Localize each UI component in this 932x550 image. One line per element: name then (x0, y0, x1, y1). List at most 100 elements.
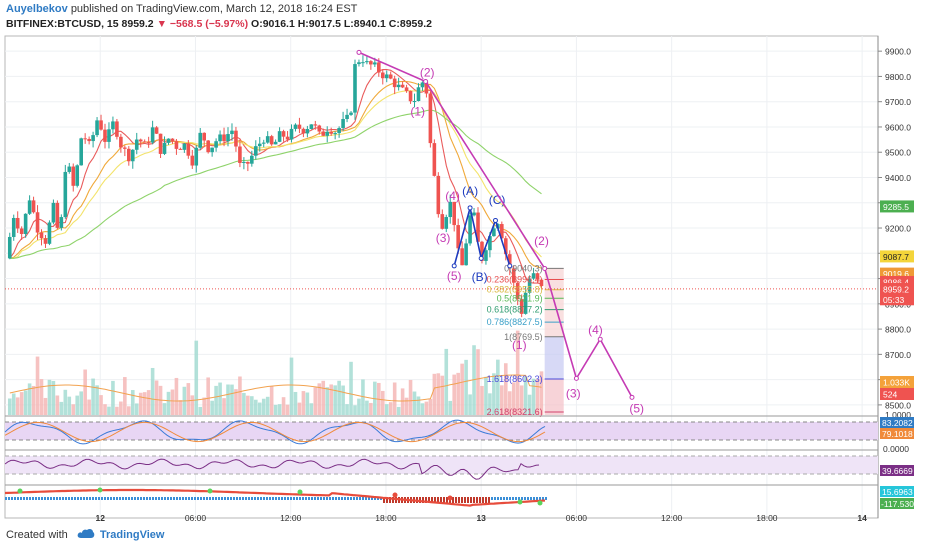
volume-bar (404, 397, 409, 415)
momentum-hist-bar (422, 497, 424, 503)
candle-body (277, 131, 282, 142)
price-tick-label: 8500.0 (885, 400, 911, 410)
momentum-hist-bar (323, 497, 325, 500)
volume-bar (349, 361, 353, 415)
momentum-hist-bar (476, 497, 478, 503)
momentum-hist-bar (50, 497, 52, 500)
volume-bar (464, 359, 468, 415)
volume-bar (333, 385, 337, 415)
volume-bar (130, 390, 135, 415)
volume-bar (19, 392, 24, 415)
candle-body (194, 147, 199, 166)
fib-level-label: 0.786(8827.5) (487, 317, 543, 327)
volume-bar (297, 402, 302, 415)
momentum-hist-bar (434, 497, 436, 503)
candle-body (305, 128, 310, 134)
candle-body (321, 131, 326, 136)
momentum-hist-bar (227, 497, 229, 500)
volume-bar (210, 400, 214, 415)
volume-bar (27, 383, 32, 415)
candle-body (388, 74, 393, 79)
candle-body (456, 225, 460, 249)
momentum-hist-bar (491, 497, 493, 500)
momentum-hist-bar (116, 497, 118, 500)
candle-body (297, 124, 302, 129)
volume-bar (15, 397, 20, 415)
momentum-hist-bar (344, 497, 346, 500)
volume-bar (531, 378, 536, 415)
candles (7, 55, 544, 318)
price-chart[interactable]: 9900.09800.09700.09600.09500.09400.09300… (0, 30, 932, 527)
momentum-hist-bar (26, 497, 28, 500)
candle-body (238, 146, 242, 163)
momentum-hist-bar (350, 497, 352, 500)
momentum-hist-bar (275, 497, 277, 500)
candle-body (329, 131, 333, 134)
momentum-hist-bar (11, 497, 13, 500)
candle-body (452, 201, 456, 226)
candle-body (408, 90, 413, 102)
momentum-hist-bar (200, 497, 202, 500)
candle-body (174, 141, 179, 149)
momentum-hist-bar (425, 497, 427, 503)
time-tick-label: 14 (857, 513, 867, 523)
candle-body (43, 238, 48, 244)
volume-bar (47, 379, 52, 415)
stoch-band (5, 422, 878, 440)
candle-body (226, 134, 230, 142)
volume-bar (269, 386, 274, 415)
candle-body (234, 130, 238, 147)
volume-bar (452, 374, 456, 415)
volume-bar (162, 403, 167, 415)
candle-body (154, 127, 159, 134)
momentum-hist-bar (470, 497, 472, 503)
candle-body (269, 136, 274, 145)
momentum-hist-bar (101, 497, 103, 500)
author-link[interactable]: Auyelbekov (6, 3, 68, 15)
momentum-hist-bar (71, 497, 73, 500)
candle-body (123, 147, 127, 149)
stoch-zero-label: 0.0000 (883, 444, 909, 454)
candle-body (440, 214, 445, 229)
momentum-hist-bar (287, 497, 289, 500)
volume-bar (388, 402, 393, 415)
candle-body (55, 202, 60, 228)
candle-body (51, 202, 56, 223)
momentum-hist-bar (170, 497, 172, 500)
momentum-hist-bar (143, 497, 145, 500)
rsi-band (5, 456, 878, 474)
volume-bar (107, 406, 111, 415)
momentum-hist-bar (533, 497, 535, 500)
tradingview-brand[interactable]: TradingView (99, 528, 165, 541)
momentum-hist-bar (218, 497, 220, 500)
momentum-badge-2 (880, 498, 914, 509)
price-tick-label: 9600.0 (885, 122, 911, 132)
candle-body (39, 232, 44, 239)
fib-level-label: 1.618(8602.3) (487, 374, 543, 384)
momentum-hist-bar (224, 497, 226, 500)
candle-body (7, 236, 12, 259)
fib-level-label: 0.236(8996.4) (487, 274, 543, 284)
momentum-hist-bar (14, 497, 16, 500)
candle-body (500, 224, 504, 239)
symbol-name[interactable]: BITFINEX:BTCUSD, 15 (6, 18, 119, 30)
volume-bar (115, 406, 119, 415)
time-tick-label: 12:00 (661, 513, 683, 523)
momentum-hist-bar (128, 497, 130, 500)
momentum-hist-bar (215, 497, 217, 500)
volume-bar (103, 404, 107, 415)
volume-bar (222, 398, 226, 415)
candle-body (47, 222, 52, 244)
candle-body (337, 128, 341, 134)
rsi-line (4, 458, 540, 480)
volume-bar (154, 380, 159, 415)
momentum-hist-bar (317, 497, 319, 500)
momentum-hist-bar (209, 497, 211, 500)
momentum-hist-bar (368, 497, 370, 500)
candle-body (210, 147, 214, 153)
volume-bar (261, 398, 266, 415)
volume-bar (170, 389, 175, 415)
volume-bar (142, 392, 147, 415)
momentum-hist-bar (8, 497, 10, 500)
